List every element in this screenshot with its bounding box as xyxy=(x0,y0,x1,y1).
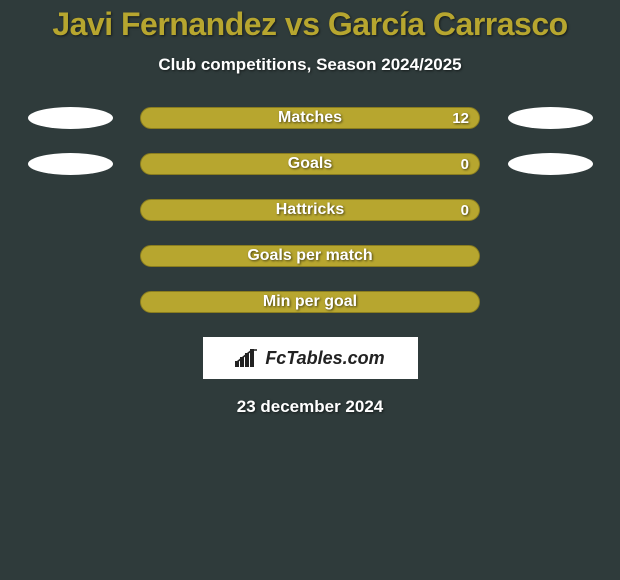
stat-row: Min per goal xyxy=(0,291,620,313)
title: Javi Fernandez vs García Carrasco xyxy=(0,6,620,43)
stat-label: Matches xyxy=(278,109,342,127)
stat-label: Goals xyxy=(288,155,332,173)
rows: Matches 12 Goals 0 Hattricks 0 Goals per match… xyxy=(0,107,620,313)
ellipse-icon xyxy=(508,107,593,129)
stat-value: 12 xyxy=(452,110,469,127)
stat-row: Goals per match xyxy=(0,245,620,267)
container: Javi Fernandez vs García Carrasco Club c… xyxy=(0,0,620,580)
stat-bar: Goals per match xyxy=(140,245,480,267)
stat-row: Goals 0 xyxy=(0,153,620,175)
chart-icon xyxy=(235,349,259,367)
stat-bar: Min per goal xyxy=(140,291,480,313)
stat-label: Goals per match xyxy=(247,247,372,265)
right-slot xyxy=(490,153,610,175)
stat-label: Hattricks xyxy=(276,201,344,219)
stat-value: 0 xyxy=(461,156,469,173)
footer-badge: FcTables.com xyxy=(203,337,418,379)
stat-value: 0 xyxy=(461,202,469,219)
left-slot xyxy=(10,153,130,175)
left-slot xyxy=(10,107,130,129)
subtitle: Club competitions, Season 2024/2025 xyxy=(0,55,620,75)
ellipse-icon xyxy=(508,153,593,175)
stat-bar: Hattricks 0 xyxy=(140,199,480,221)
stat-bar: Matches 12 xyxy=(140,107,480,129)
ellipse-icon xyxy=(28,107,113,129)
stat-row: Hattricks 0 xyxy=(0,199,620,221)
stat-label: Min per goal xyxy=(263,293,357,311)
stat-bar: Goals 0 xyxy=(140,153,480,175)
right-slot xyxy=(490,107,610,129)
footer-text: FcTables.com xyxy=(265,348,384,369)
stat-row: Matches 12 xyxy=(0,107,620,129)
date: 23 december 2024 xyxy=(0,397,620,417)
ellipse-icon xyxy=(28,153,113,175)
